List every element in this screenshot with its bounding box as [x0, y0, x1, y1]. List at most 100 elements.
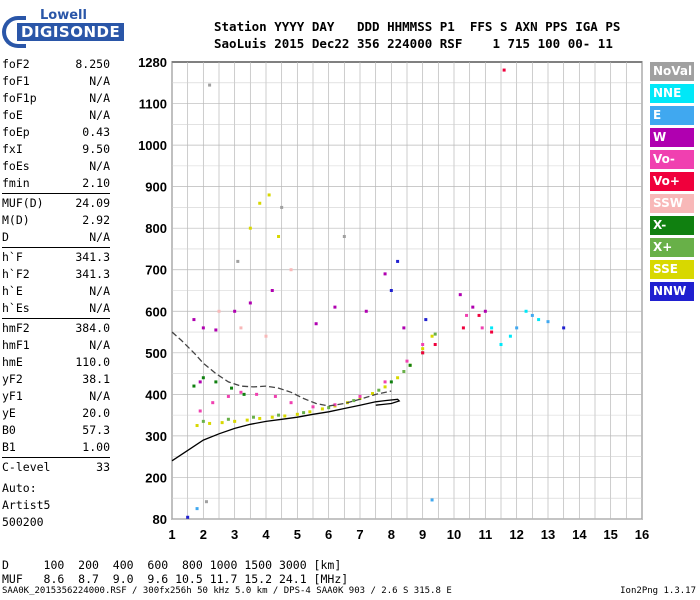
param-row: M(D) 2.92: [2, 212, 110, 229]
data-point-vo-: [421, 343, 425, 347]
data-point-noval: [208, 83, 212, 87]
data-point-nnw: [562, 326, 566, 330]
y-tick-label: 700: [145, 263, 167, 278]
auto-code: 500200: [2, 515, 44, 529]
y-tick-label: 400: [145, 387, 167, 402]
data-point-sse: [267, 193, 271, 197]
param-row: B1 1.00: [2, 439, 110, 456]
legend-entry-ssw: SSW: [650, 194, 694, 213]
data-point-x-: [408, 363, 412, 367]
version-label: Ion2Png 1.3.17: [620, 586, 696, 596]
data-point-vo-: [477, 313, 481, 317]
param-value: 38.1: [82, 372, 110, 386]
data-point-vo-: [490, 330, 494, 334]
data-point-nne: [508, 334, 512, 338]
data-point-sse: [383, 385, 387, 389]
param-value: N/A: [89, 301, 110, 315]
data-point-vo-: [405, 359, 409, 363]
param-divider: [2, 457, 110, 458]
param-name: hmF1: [2, 338, 30, 352]
auto-label: Auto:: [2, 481, 37, 495]
param-row: yF1 N/A: [2, 388, 110, 405]
data-point-ssw: [264, 334, 268, 338]
y-tick-label: 1100: [139, 97, 167, 112]
data-point-nne: [524, 309, 528, 313]
param-row: yE 20.0: [2, 405, 110, 422]
y-tick-label: 300: [145, 429, 167, 444]
param-row: foEs N/A: [2, 158, 110, 175]
legend-entry-x-: X-: [650, 216, 694, 235]
data-point-e: [530, 313, 534, 317]
x-tick-label: 9: [419, 527, 426, 542]
param-name: yF1: [2, 389, 23, 403]
data-point-e: [195, 507, 199, 511]
data-point-ssw: [217, 309, 221, 313]
data-point-vo-: [465, 313, 469, 317]
param-row: foEp 0.43: [2, 124, 110, 141]
data-point-vo-: [211, 401, 215, 405]
param-row: h`Es N/A: [2, 300, 110, 317]
param-row: yF2 38.1: [2, 371, 110, 388]
x-tick-label: 5: [294, 527, 301, 542]
param-value: N/A: [89, 230, 110, 244]
x-tick-label: 4: [262, 527, 270, 542]
data-point-x-: [389, 380, 393, 384]
data-point-w: [233, 309, 237, 313]
data-point-x-: [433, 332, 437, 336]
param-value: 57.3: [82, 423, 110, 437]
data-point-vo-: [358, 394, 362, 398]
x-tick-label: 11: [478, 527, 492, 542]
x-tick-label: 2: [200, 527, 207, 542]
logo-arc-icon: [2, 16, 26, 48]
data-point-sse: [430, 334, 434, 338]
param-name: yF2: [2, 372, 23, 386]
legend-entry-x-: X+: [650, 238, 694, 257]
data-point-x-: [226, 417, 230, 421]
param-value: N/A: [89, 284, 110, 298]
param-value: 9.50: [82, 142, 110, 156]
data-point-vo-: [480, 326, 484, 330]
data-point-ssw: [239, 326, 243, 330]
param-name: hmF2: [2, 321, 30, 335]
param-name: fmin: [2, 176, 30, 190]
data-point-sse: [248, 226, 252, 230]
data-point-vo-: [502, 68, 506, 72]
data-point-noval: [342, 234, 346, 238]
param-name: B0: [2, 423, 16, 437]
param-name: MUF(D): [2, 196, 44, 210]
x-tick-label: 8: [388, 527, 395, 542]
data-point-nne: [499, 343, 503, 347]
param-name: h`Es: [2, 301, 30, 315]
data-point-nne: [537, 318, 541, 322]
y-tick-label: 1280: [138, 55, 167, 70]
data-point-vo-: [226, 394, 230, 398]
data-point-e: [515, 326, 519, 330]
data-point-sse: [258, 416, 262, 420]
data-point-sse: [283, 414, 287, 418]
param-row: D N/A: [2, 229, 110, 246]
param-row: MUF(D) 24.09: [2, 195, 110, 212]
param-divider: [2, 318, 110, 319]
param-value: N/A: [89, 108, 110, 122]
data-point-e: [430, 498, 434, 502]
data-point-vo-: [461, 326, 465, 330]
param-name: foEp: [2, 125, 30, 139]
param-row: fxI 9.50: [2, 141, 110, 158]
data-point-vo-: [255, 392, 259, 396]
param-row: h`F2 341.3: [2, 266, 110, 283]
digisonde-logo: Lowell DIGISONDE: [0, 0, 125, 50]
param-value: N/A: [89, 159, 110, 173]
param-name: C-level: [2, 460, 51, 474]
y-tick-label: 200: [145, 470, 167, 485]
data-point-sse: [396, 376, 400, 380]
logo-top-text: Lowell: [40, 8, 87, 23]
distance-muf-table: D 100 200 400 600 800 1000 1500 3000 [km…: [2, 558, 348, 586]
virtual-height-curve: [171, 331, 392, 407]
data-point-x-: [201, 376, 205, 380]
scaled-parameters-panel: foF2 8.250 foF1 N/A foF1p N/A foE N/A foEp 0.43 fx…: [2, 56, 110, 476]
data-point-e: [546, 320, 550, 324]
auto-artist: Artist5: [2, 498, 51, 512]
param-divider: [2, 247, 110, 248]
data-point-vo-: [333, 403, 337, 407]
data-point-x-: [230, 386, 234, 390]
